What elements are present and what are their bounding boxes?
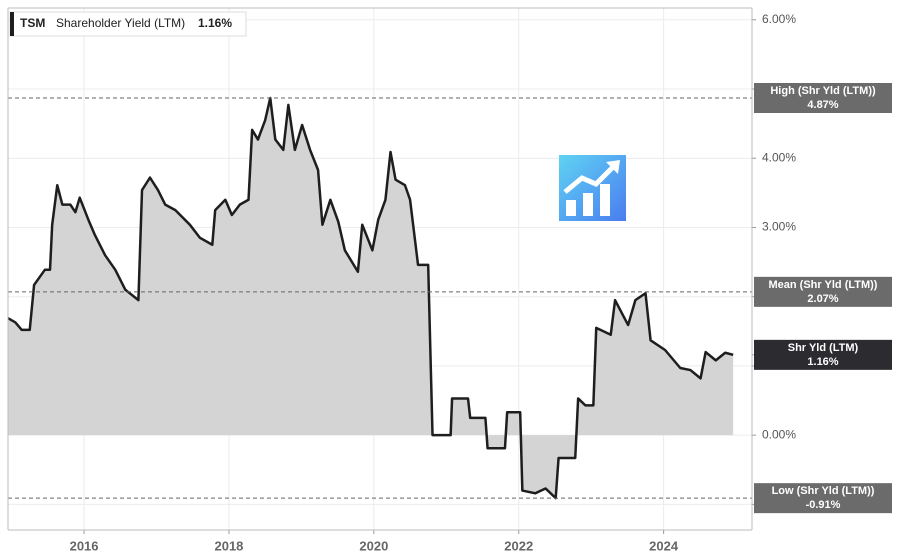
y-tick-label: 3.00%	[762, 220, 796, 234]
line	[7, 96, 734, 500]
x-tick-label: 2024	[649, 538, 679, 553]
legend-value: 1.16%	[198, 16, 232, 30]
y-tick-label: 6.00%	[762, 12, 796, 26]
x-tick-label: 2018	[214, 538, 243, 553]
chart-icon	[559, 155, 626, 221]
legend-swatch	[10, 12, 14, 36]
reference-box	[754, 276, 892, 307]
current-value: 1.16%	[807, 356, 838, 368]
label-layer: Shr Yld (LTM) 1.16% High (Shr Yld (LTM)) 4.…	[754, 83, 892, 514]
reference-name: Mean (Shr Yld (LTM))	[769, 279, 878, 291]
y-tick-label: 0.00%	[762, 427, 796, 441]
x-tick-label: 2016	[70, 538, 99, 553]
reference-value: 4.87%	[807, 99, 838, 111]
reference-box	[754, 483, 892, 514]
legend-name: Shareholder Yield (LTM)	[56, 16, 185, 30]
area-fill	[8, 98, 734, 499]
legend: TSM Shareholder Yield (LTM) 1.16%	[9, 11, 247, 37]
reference-box	[754, 83, 892, 113]
legend-box	[9, 11, 247, 37]
reference-value: 2.07%	[807, 293, 838, 305]
current-name: Shr Yld (LTM)	[788, 342, 859, 354]
area-layer	[7, 96, 734, 500]
x-tick-label: 2022	[504, 538, 533, 553]
reference-name: Low (Shr Yld (LTM))	[772, 485, 875, 497]
y-tick-label: 4.00%	[762, 150, 796, 164]
legend-ticker: TSM	[20, 16, 45, 30]
x-tick-label: 2020	[359, 538, 388, 553]
reference-value: -0.91%	[806, 499, 841, 511]
reference-name: High (Shr Yld (LTM))	[770, 85, 876, 97]
current-box	[754, 339, 892, 370]
